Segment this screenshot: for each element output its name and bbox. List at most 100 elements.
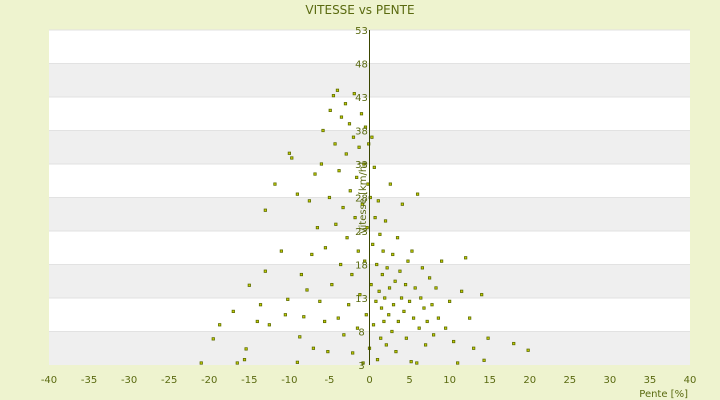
x-tick-label: 10 <box>443 375 456 386</box>
data-point <box>415 361 419 365</box>
x-tick-label: 25 <box>563 375 576 386</box>
x-tick-label: -25 <box>161 375 177 386</box>
data-point <box>436 316 441 320</box>
data-point <box>406 259 410 263</box>
data-point <box>423 343 428 347</box>
data-point <box>364 313 368 317</box>
data-point <box>434 286 438 290</box>
data-point <box>290 156 294 160</box>
y-tick-label: 33 <box>355 160 368 171</box>
data-point <box>347 303 351 307</box>
y-tick-label: 38 <box>355 127 368 138</box>
data-point <box>388 182 392 186</box>
data-point <box>415 192 420 196</box>
data-point <box>218 323 222 327</box>
x-tick-label: -30 <box>121 375 137 386</box>
data-point <box>468 316 472 320</box>
y-tick-label: 13 <box>355 294 368 305</box>
data-point <box>348 189 352 193</box>
data-point <box>235 361 239 365</box>
data-point <box>351 135 356 139</box>
data-point <box>328 108 332 112</box>
x-tick-label: -5 <box>324 375 334 386</box>
data-point <box>307 199 312 203</box>
data-point <box>359 112 364 116</box>
x-tick-label: 20 <box>523 375 536 386</box>
data-point <box>331 94 336 98</box>
data-point <box>327 195 332 200</box>
data-point <box>452 339 456 344</box>
data-point <box>302 315 306 319</box>
data-point <box>299 272 303 277</box>
data-point <box>464 256 468 260</box>
data-point <box>374 299 378 303</box>
x-tick-label: 5 <box>406 375 412 386</box>
y-tick-label: 23 <box>355 227 368 238</box>
data-point <box>387 313 391 317</box>
data-point <box>422 306 426 310</box>
data-point <box>398 269 402 273</box>
data-point <box>375 358 380 362</box>
data-point <box>402 309 406 314</box>
data-point <box>419 296 423 300</box>
data-point <box>410 249 414 253</box>
y-tick-label: 8 <box>358 328 364 339</box>
data-point <box>425 319 429 324</box>
data-point <box>355 326 360 330</box>
data-point <box>362 162 366 166</box>
data-point <box>390 329 394 334</box>
data-point <box>399 296 404 300</box>
data-point <box>343 102 348 106</box>
data-point <box>379 306 384 310</box>
data-point <box>313 172 317 176</box>
data-point <box>381 249 385 253</box>
data-point <box>267 323 271 327</box>
data-point <box>337 169 341 173</box>
data-point <box>305 288 309 292</box>
data-point <box>376 199 380 203</box>
data-point <box>258 303 263 307</box>
y-tick-label: 53 <box>355 26 368 37</box>
data-point <box>409 360 413 364</box>
data-point <box>211 337 215 341</box>
chart-title: VITESSE vs PENTE <box>305 3 414 17</box>
data-point <box>333 142 337 146</box>
x-tick-label: -40 <box>41 375 57 386</box>
data-point <box>384 343 388 347</box>
data-point <box>273 182 277 186</box>
data-point <box>380 272 384 277</box>
data-point <box>370 135 374 139</box>
y-tick-label: 48 <box>355 60 368 71</box>
data-point <box>377 289 381 293</box>
x-axis-label: Pente [%] <box>639 389 688 400</box>
data-point <box>319 162 324 166</box>
data-point <box>396 319 400 324</box>
data-point <box>379 336 383 340</box>
data-point <box>411 316 416 320</box>
data-point <box>356 249 360 253</box>
data-point <box>279 249 283 253</box>
data-point <box>456 361 460 365</box>
x-tick-label: -10 <box>281 375 297 386</box>
data-point <box>363 259 367 263</box>
data-point <box>363 125 368 129</box>
data-point <box>355 175 359 179</box>
x-tick-label: 35 <box>644 375 657 386</box>
data-point <box>391 252 395 257</box>
data-point <box>427 276 432 280</box>
data-point <box>330 282 334 287</box>
data-point <box>393 279 397 283</box>
data-point <box>480 293 484 297</box>
data-point <box>383 296 387 300</box>
x-tick-label: 0 <box>366 375 372 386</box>
data-point <box>323 319 327 324</box>
data-point <box>347 122 352 126</box>
data-point <box>391 303 396 307</box>
y-tick-label: 3 <box>358 361 364 372</box>
data-point <box>283 313 287 317</box>
data-point <box>404 336 408 340</box>
data-point <box>326 349 330 354</box>
data-point <box>295 360 299 364</box>
data-point <box>431 333 436 337</box>
